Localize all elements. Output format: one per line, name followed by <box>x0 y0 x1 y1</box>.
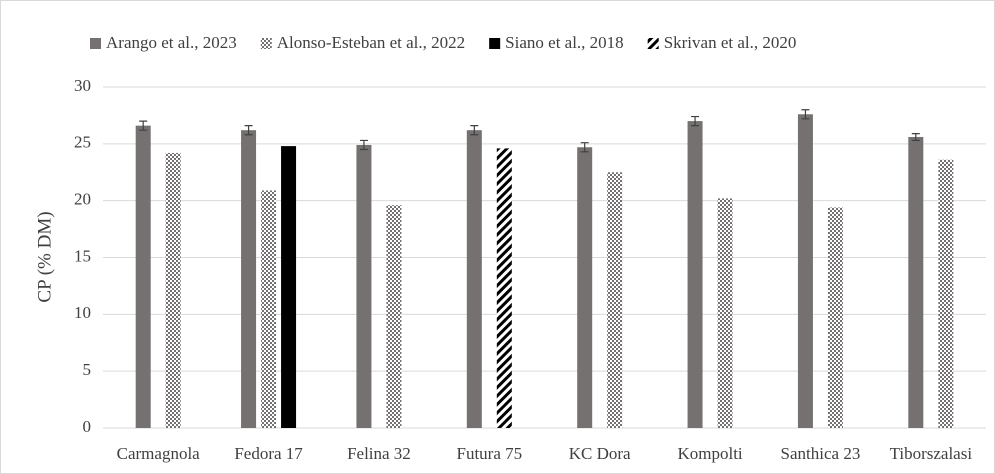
x-tick-label: Kompolti <box>677 444 742 463</box>
legend-swatch <box>90 38 101 49</box>
bar <box>687 121 703 428</box>
error-bar <box>359 139 368 151</box>
legend-label: Skrivan et al., 2020 <box>664 33 797 52</box>
bar <box>281 146 297 428</box>
legend-label: Siano et al., 2018 <box>505 33 624 52</box>
x-tick-label: Santhica 23 <box>781 444 861 463</box>
error-bar <box>139 120 148 131</box>
bar <box>717 198 733 428</box>
bar <box>261 190 277 428</box>
bar <box>496 148 512 428</box>
y-tick-label: 25 <box>74 133 91 152</box>
x-tick-label: Futura 75 <box>456 444 522 463</box>
bar <box>938 159 954 428</box>
error-bar <box>691 115 700 127</box>
bar <box>577 147 593 428</box>
y-tick-label: 30 <box>74 76 91 95</box>
x-tick-label: KC Dora <box>569 444 631 463</box>
error-bar <box>244 125 253 136</box>
error-bar <box>580 142 589 153</box>
legend-label: Alonso-Esteban et al., 2022 <box>277 33 465 52</box>
error-bar <box>911 133 920 142</box>
error-bar <box>470 125 479 136</box>
legend-swatch <box>647 38 659 49</box>
y-tick-label: 10 <box>74 303 91 322</box>
bar <box>466 130 482 428</box>
legend-swatch <box>489 38 501 49</box>
legend-swatch <box>260 38 272 49</box>
bar <box>386 205 402 428</box>
bar <box>827 207 843 428</box>
bar <box>908 137 924 428</box>
error-bar <box>801 109 810 120</box>
x-tick-label: Tiborszalasi <box>890 444 973 463</box>
legend-label: Arango et al., 2023 <box>106 33 237 52</box>
x-tick-label: Fedora 17 <box>234 444 303 463</box>
x-tick-label: Carmagnola <box>117 444 201 463</box>
x-tick-label: Felina 32 <box>347 444 411 463</box>
bar <box>797 114 813 428</box>
y-tick-label: 20 <box>74 190 91 209</box>
y-axis-label: CP (% DM) <box>34 211 55 302</box>
y-tick-label: 5 <box>83 360 92 379</box>
bar <box>135 125 151 428</box>
y-tick-label: 0 <box>83 417 92 436</box>
y-tick-label: 15 <box>74 246 91 265</box>
bar <box>241 130 257 428</box>
bar <box>356 144 372 428</box>
bar <box>165 152 181 428</box>
bar <box>607 172 623 428</box>
